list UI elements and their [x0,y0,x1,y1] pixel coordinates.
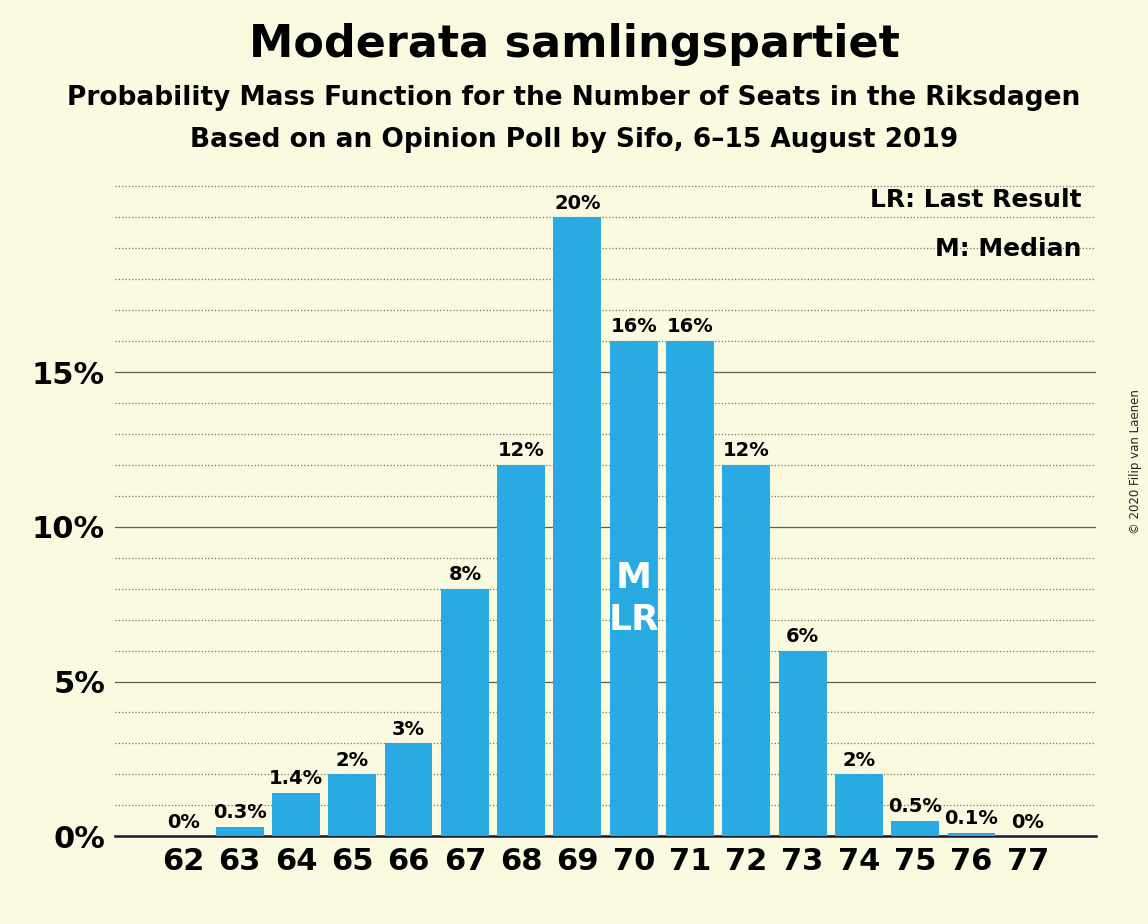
Text: 6%: 6% [786,626,820,646]
Text: 2%: 2% [843,750,876,770]
Text: LR: Last Result: LR: Last Result [870,188,1081,212]
Bar [441,589,489,836]
Text: 0%: 0% [166,812,200,832]
Text: 12%: 12% [723,442,769,460]
Text: Moderata samlingspartiet: Moderata samlingspartiet [249,23,899,67]
Bar [385,744,433,836]
Bar [891,821,939,836]
Text: 3%: 3% [391,720,425,739]
Text: 16%: 16% [611,318,657,336]
Bar [216,827,264,836]
Text: 1.4%: 1.4% [269,770,323,788]
Text: 0.3%: 0.3% [212,803,266,822]
Bar [272,793,320,836]
Bar [328,774,377,836]
Bar [722,465,770,836]
Text: 8%: 8% [448,565,481,584]
Text: 20%: 20% [554,194,600,213]
Text: 0.1%: 0.1% [945,809,999,829]
Bar [666,341,714,836]
Bar [947,833,995,836]
Text: 2%: 2% [335,750,369,770]
Text: 0%: 0% [1011,812,1045,832]
Text: 0.5%: 0.5% [889,797,943,816]
Text: M: Median: M: Median [936,237,1081,261]
Text: Probability Mass Function for the Number of Seats in the Riksdagen: Probability Mass Function for the Number… [68,85,1080,111]
Bar [835,774,883,836]
Text: M
LR: M LR [608,561,659,637]
Text: 16%: 16% [667,318,713,336]
Bar [553,217,602,836]
Bar [610,341,658,836]
Bar [778,650,827,836]
Text: © 2020 Filip van Laenen: © 2020 Filip van Laenen [1130,390,1142,534]
Bar [497,465,545,836]
Text: 12%: 12% [498,442,544,460]
Text: Based on an Opinion Poll by Sifo, 6–15 August 2019: Based on an Opinion Poll by Sifo, 6–15 A… [189,127,959,152]
